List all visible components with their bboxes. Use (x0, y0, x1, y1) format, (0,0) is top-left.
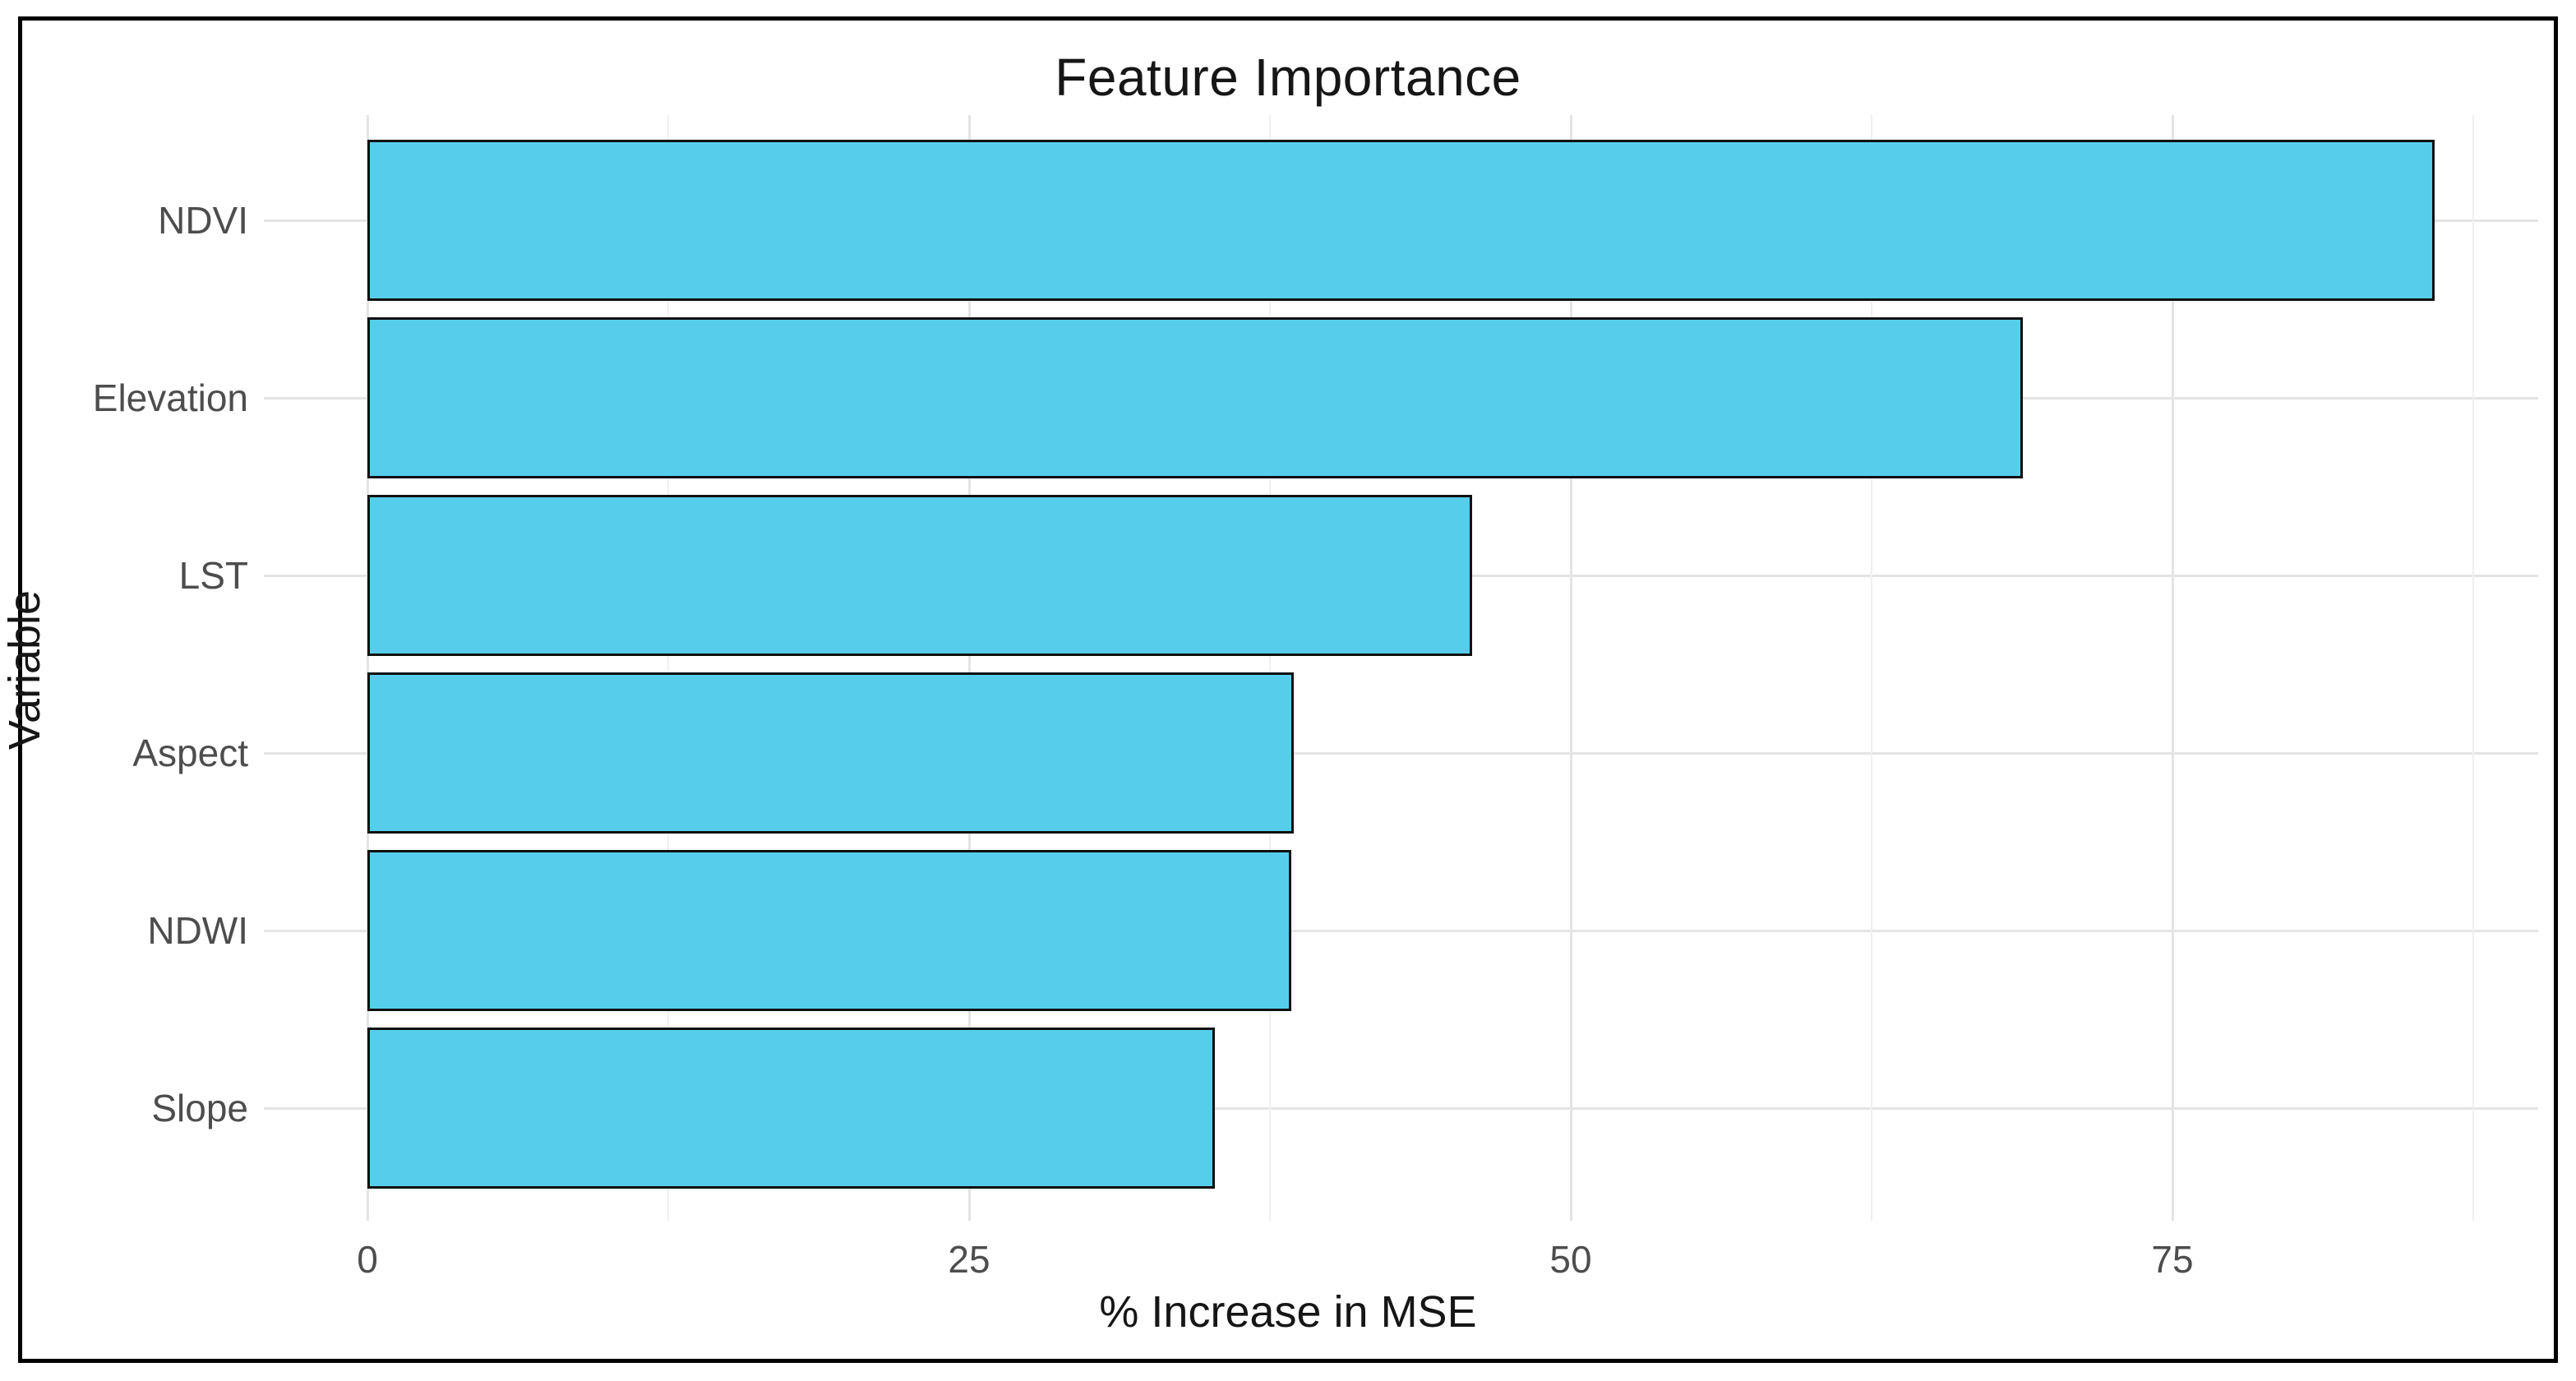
gridline-vertical-major-75 (2172, 115, 2174, 1221)
gridline-vertical-minor-62.5 (1871, 115, 1872, 1221)
x-tick-label-0: 0 (357, 1238, 378, 1281)
plot-title: Feature Importance (1055, 48, 1521, 107)
y-tick-label-aspect: Aspect (132, 732, 248, 774)
y-tick-label-lst: LST (178, 554, 248, 597)
gridline-vertical-minor-12.5 (667, 115, 669, 1221)
bar-lst (367, 495, 1472, 656)
gridline-horizontal-ndwi (264, 930, 2538, 932)
y-tick-label-ndvi: NDVI (158, 199, 248, 242)
gridline-vertical-minor-37.5 (1269, 115, 1271, 1221)
y-tick-label-ndwi: NDWI (147, 909, 248, 952)
bar-ndwi (367, 850, 1291, 1011)
x-tick-label-25: 25 (948, 1238, 990, 1281)
bar-aspect (367, 672, 1294, 834)
bar-slope (367, 1028, 1215, 1189)
gridline-vertical-major-25 (968, 115, 971, 1221)
bar-ndvi (367, 140, 2435, 301)
gridline-vertical-major-50 (1570, 115, 1572, 1221)
y-tick-label-slope: Slope (151, 1087, 248, 1129)
gridline-vertical-minor-87.5 (2472, 115, 2474, 1221)
y-tick-label-elevation: Elevation (92, 376, 248, 419)
gridline-vertical-major-0 (367, 115, 369, 1221)
x-axis-title: % Increase in MSE (1099, 1287, 1477, 1337)
x-tick-label-50: 50 (1549, 1238, 1592, 1281)
gridline-horizontal-aspect (264, 752, 2538, 755)
plot-panel (264, 115, 2538, 1221)
y-axis-title: Variable (0, 589, 49, 751)
gridline-horizontal-slope (264, 1107, 2538, 1110)
bar-elevation (367, 317, 2023, 478)
x-tick-label-75: 75 (2151, 1238, 2194, 1281)
